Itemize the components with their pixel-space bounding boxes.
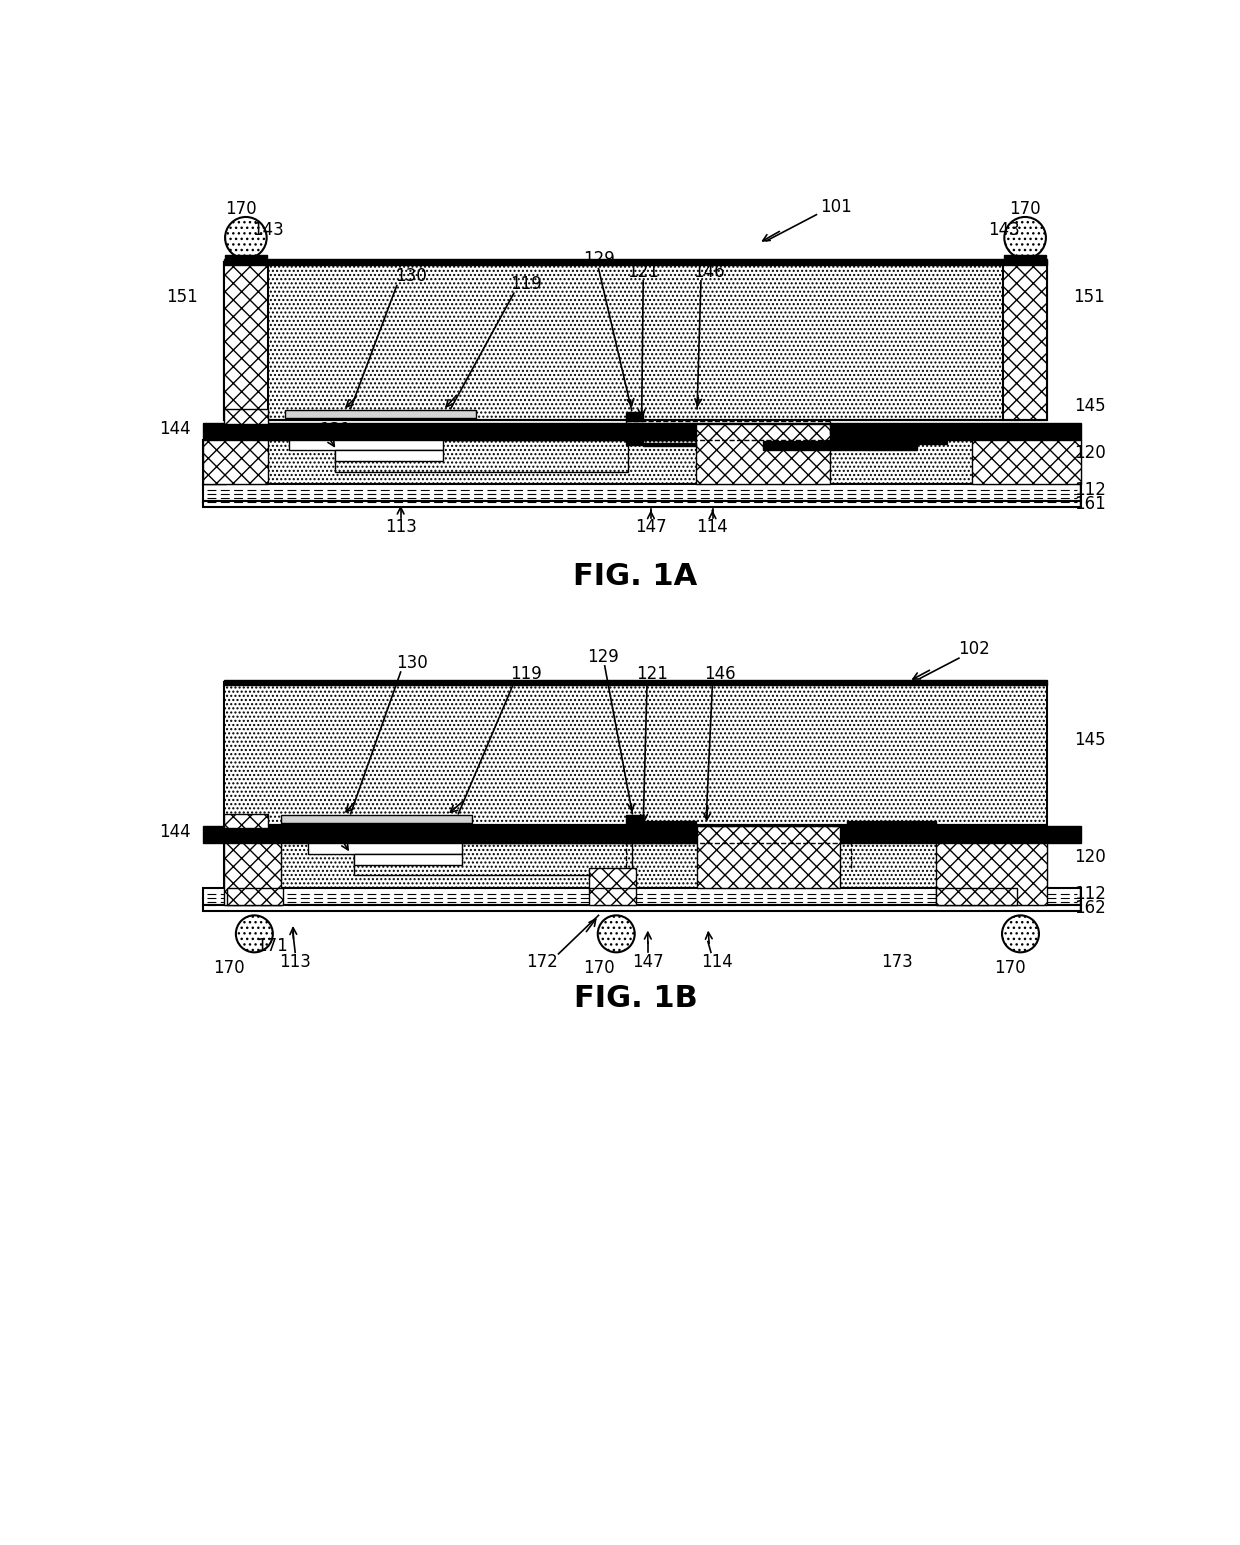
Bar xyxy=(847,820,936,825)
Text: 170: 170 xyxy=(1009,199,1040,218)
Text: 173: 173 xyxy=(882,953,913,970)
Bar xyxy=(223,260,1048,266)
Text: 171: 171 xyxy=(257,938,288,955)
Bar xyxy=(281,816,472,823)
Bar xyxy=(203,423,1080,439)
Bar xyxy=(223,263,268,420)
Bar xyxy=(203,439,1080,484)
Bar xyxy=(589,888,635,904)
Text: 129: 129 xyxy=(583,250,614,269)
Text: 114: 114 xyxy=(697,518,728,536)
Text: FIG. 1B: FIG. 1B xyxy=(574,984,697,1014)
Text: 119: 119 xyxy=(511,664,542,683)
Text: 113: 113 xyxy=(384,518,417,536)
Bar xyxy=(696,423,831,484)
Text: 151: 151 xyxy=(1073,287,1105,306)
Text: 112: 112 xyxy=(1074,482,1106,499)
Text: 151: 151 xyxy=(166,287,198,306)
Bar xyxy=(203,501,1080,507)
Text: 120: 120 xyxy=(1074,445,1106,462)
Text: 121: 121 xyxy=(627,263,660,281)
Bar xyxy=(289,439,443,450)
Bar xyxy=(763,443,916,450)
Text: 144: 144 xyxy=(159,823,191,840)
Text: 147: 147 xyxy=(635,518,667,536)
Bar xyxy=(223,680,1048,684)
Bar xyxy=(223,844,1048,888)
Bar xyxy=(626,439,644,445)
Bar xyxy=(203,439,226,484)
Bar xyxy=(589,868,635,890)
Text: 102: 102 xyxy=(959,640,991,658)
Bar xyxy=(223,814,268,828)
Text: 143: 143 xyxy=(252,221,284,239)
Text: 129: 129 xyxy=(588,647,619,666)
Circle shape xyxy=(236,915,273,952)
Text: 143: 143 xyxy=(988,221,1019,239)
Bar xyxy=(227,888,283,904)
Circle shape xyxy=(598,915,635,952)
Text: 114: 114 xyxy=(702,953,733,970)
Bar xyxy=(203,827,1080,844)
Bar xyxy=(223,263,1048,420)
Bar xyxy=(936,888,1017,904)
Bar xyxy=(335,450,443,460)
Text: 113: 113 xyxy=(279,953,311,970)
Bar xyxy=(644,442,696,445)
Text: 120: 120 xyxy=(1074,848,1106,865)
Bar xyxy=(1003,263,1048,420)
Bar xyxy=(697,827,839,888)
Text: 170: 170 xyxy=(994,959,1025,976)
Bar xyxy=(226,255,267,264)
Bar xyxy=(847,825,936,828)
Text: 130: 130 xyxy=(397,654,428,672)
Text: 121: 121 xyxy=(636,664,668,683)
Bar xyxy=(335,439,627,471)
Bar xyxy=(309,844,463,854)
Bar xyxy=(223,681,1048,825)
Bar xyxy=(1004,255,1045,264)
Text: 145: 145 xyxy=(1074,731,1106,749)
Bar xyxy=(223,844,281,904)
Text: 131: 131 xyxy=(334,825,365,842)
Bar xyxy=(936,844,1048,904)
Circle shape xyxy=(226,216,267,258)
Circle shape xyxy=(1002,915,1039,952)
Text: 145: 145 xyxy=(1074,397,1106,414)
Bar xyxy=(203,439,268,484)
Text: 112: 112 xyxy=(1074,885,1106,902)
Text: 119: 119 xyxy=(511,275,542,294)
Text: 170: 170 xyxy=(583,959,614,976)
Text: 146: 146 xyxy=(693,263,724,281)
Text: 144: 144 xyxy=(159,420,191,437)
Bar xyxy=(355,854,463,865)
Bar xyxy=(223,409,268,423)
Text: 130: 130 xyxy=(394,267,427,286)
Bar xyxy=(763,440,947,443)
Text: 172: 172 xyxy=(526,953,558,970)
Bar xyxy=(203,904,1080,910)
Bar xyxy=(626,413,644,422)
Text: 170: 170 xyxy=(226,199,257,218)
Circle shape xyxy=(1004,216,1045,258)
Text: FIG. 1A: FIG. 1A xyxy=(573,562,698,592)
Bar xyxy=(355,844,631,876)
Bar xyxy=(285,411,476,419)
Bar xyxy=(203,888,1080,904)
Text: 162: 162 xyxy=(1074,899,1106,916)
Text: 101: 101 xyxy=(820,198,852,216)
Bar xyxy=(644,820,696,825)
Bar xyxy=(626,816,644,827)
Bar xyxy=(203,484,1080,501)
Text: 131: 131 xyxy=(319,422,351,439)
Bar xyxy=(972,439,1080,484)
Text: 146: 146 xyxy=(704,664,737,683)
Text: 161: 161 xyxy=(1074,496,1106,513)
Text: 170: 170 xyxy=(213,959,244,976)
Text: 147: 147 xyxy=(632,953,663,970)
